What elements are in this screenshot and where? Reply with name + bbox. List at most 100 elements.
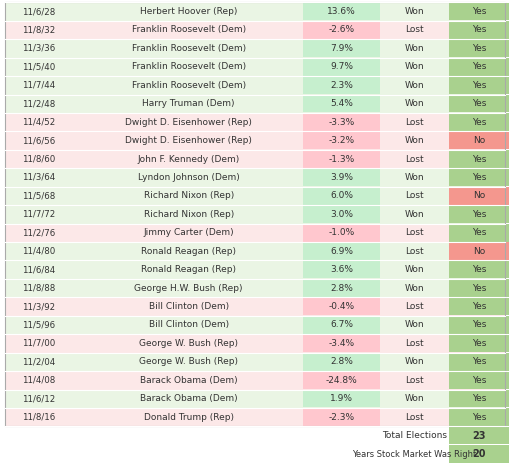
Text: 11/6/56: 11/6/56 bbox=[21, 136, 55, 145]
Text: 11/3/36: 11/3/36 bbox=[21, 44, 55, 53]
Text: -2.6%: -2.6% bbox=[328, 26, 354, 34]
FancyBboxPatch shape bbox=[448, 76, 509, 94]
Text: Lost: Lost bbox=[404, 302, 423, 311]
FancyBboxPatch shape bbox=[448, 408, 509, 426]
Text: 2.8%: 2.8% bbox=[330, 357, 352, 366]
FancyBboxPatch shape bbox=[5, 297, 504, 316]
FancyBboxPatch shape bbox=[303, 40, 379, 57]
Text: -24.8%: -24.8% bbox=[325, 376, 357, 385]
FancyBboxPatch shape bbox=[448, 40, 509, 57]
Text: Lost: Lost bbox=[404, 413, 423, 422]
Text: Bill Clinton (Dem): Bill Clinton (Dem) bbox=[148, 302, 229, 311]
Text: Yes: Yes bbox=[471, 284, 486, 293]
FancyBboxPatch shape bbox=[5, 205, 504, 224]
Text: Yes: Yes bbox=[471, 118, 486, 127]
FancyBboxPatch shape bbox=[5, 242, 504, 260]
Text: 6.7%: 6.7% bbox=[329, 321, 353, 329]
Text: Won: Won bbox=[404, 44, 423, 53]
Text: 13.6%: 13.6% bbox=[327, 7, 355, 16]
Text: George W. Bush (Rep): George W. Bush (Rep) bbox=[139, 339, 238, 348]
Text: -0.4%: -0.4% bbox=[328, 302, 354, 311]
Text: 11/6/28: 11/6/28 bbox=[21, 7, 55, 16]
FancyBboxPatch shape bbox=[448, 279, 509, 297]
Text: Barack Obama (Dem): Barack Obama (Dem) bbox=[139, 376, 237, 385]
Text: 1.9%: 1.9% bbox=[329, 394, 353, 403]
FancyBboxPatch shape bbox=[303, 390, 379, 407]
FancyBboxPatch shape bbox=[5, 371, 504, 390]
Text: Dwight D. Eisenhower (Rep): Dwight D. Eisenhower (Rep) bbox=[125, 118, 251, 127]
FancyBboxPatch shape bbox=[448, 335, 509, 352]
Text: George W. Bush (Rep): George W. Bush (Rep) bbox=[139, 357, 238, 366]
FancyBboxPatch shape bbox=[303, 76, 379, 94]
Text: Lost: Lost bbox=[404, 247, 423, 256]
FancyBboxPatch shape bbox=[303, 261, 379, 278]
Text: -3.4%: -3.4% bbox=[328, 339, 354, 348]
FancyBboxPatch shape bbox=[5, 408, 504, 426]
FancyBboxPatch shape bbox=[448, 169, 509, 186]
FancyBboxPatch shape bbox=[448, 353, 509, 370]
Text: 2.3%: 2.3% bbox=[330, 81, 352, 90]
Text: Richard Nixon (Rep): Richard Nixon (Rep) bbox=[144, 192, 233, 200]
Text: Won: Won bbox=[404, 284, 423, 293]
FancyBboxPatch shape bbox=[303, 224, 379, 241]
Text: Lost: Lost bbox=[404, 376, 423, 385]
Text: Won: Won bbox=[404, 173, 423, 182]
FancyBboxPatch shape bbox=[448, 261, 509, 278]
FancyBboxPatch shape bbox=[303, 279, 379, 297]
Text: 11/7/44: 11/7/44 bbox=[21, 81, 55, 90]
Text: Yes: Yes bbox=[471, 210, 486, 219]
FancyBboxPatch shape bbox=[448, 95, 509, 112]
Text: No: No bbox=[472, 247, 485, 256]
Text: Won: Won bbox=[404, 62, 423, 71]
Text: 11/5/96: 11/5/96 bbox=[22, 321, 54, 329]
Text: Lost: Lost bbox=[404, 155, 423, 164]
Text: Yes: Yes bbox=[471, 265, 486, 274]
Text: Total Elections: Total Elections bbox=[381, 431, 446, 440]
Text: Ronald Reagan (Rep): Ronald Reagan (Rep) bbox=[141, 265, 236, 274]
Text: 7.9%: 7.9% bbox=[329, 44, 353, 53]
FancyBboxPatch shape bbox=[303, 21, 379, 39]
Text: 5.4%: 5.4% bbox=[330, 99, 352, 108]
Text: 11/8/60: 11/8/60 bbox=[21, 155, 55, 164]
Text: Harry Truman (Dem): Harry Truman (Dem) bbox=[142, 99, 235, 108]
Text: Won: Won bbox=[404, 265, 423, 274]
Text: Bill Clinton (Dem): Bill Clinton (Dem) bbox=[148, 321, 229, 329]
Text: Franklin Roosevelt (Dem): Franklin Roosevelt (Dem) bbox=[131, 62, 245, 71]
Text: 11/8/88: 11/8/88 bbox=[21, 284, 55, 293]
FancyBboxPatch shape bbox=[303, 113, 379, 131]
FancyBboxPatch shape bbox=[448, 427, 509, 445]
FancyBboxPatch shape bbox=[5, 390, 504, 408]
FancyBboxPatch shape bbox=[448, 206, 509, 223]
Text: Yes: Yes bbox=[471, 357, 486, 366]
Text: 11/7/72: 11/7/72 bbox=[21, 210, 55, 219]
FancyBboxPatch shape bbox=[303, 316, 379, 334]
FancyBboxPatch shape bbox=[448, 3, 509, 21]
FancyBboxPatch shape bbox=[5, 279, 504, 297]
Text: Franklin Roosevelt (Dem): Franklin Roosevelt (Dem) bbox=[131, 81, 245, 90]
Text: Yes: Yes bbox=[471, 413, 486, 422]
FancyBboxPatch shape bbox=[5, 2, 504, 21]
FancyBboxPatch shape bbox=[448, 132, 509, 150]
Text: Won: Won bbox=[404, 321, 423, 329]
Text: Donald Trump (Rep): Donald Trump (Rep) bbox=[144, 413, 233, 422]
Text: Won: Won bbox=[404, 136, 423, 145]
Text: 3.0%: 3.0% bbox=[329, 210, 353, 219]
FancyBboxPatch shape bbox=[303, 298, 379, 315]
FancyBboxPatch shape bbox=[448, 21, 509, 39]
Text: 11/2/48: 11/2/48 bbox=[21, 99, 55, 108]
Text: Herbert Hoover (Rep): Herbert Hoover (Rep) bbox=[140, 7, 237, 16]
Text: Yes: Yes bbox=[471, 44, 486, 53]
FancyBboxPatch shape bbox=[448, 390, 509, 407]
Text: 20: 20 bbox=[472, 449, 485, 459]
FancyBboxPatch shape bbox=[5, 334, 504, 353]
Text: 2.8%: 2.8% bbox=[330, 284, 352, 293]
Text: Yes: Yes bbox=[471, 302, 486, 311]
Text: Yes: Yes bbox=[471, 394, 486, 403]
FancyBboxPatch shape bbox=[5, 113, 504, 131]
Text: Yes: Yes bbox=[471, 81, 486, 90]
FancyBboxPatch shape bbox=[448, 113, 509, 131]
Text: Lyndon Johnson (Dem): Lyndon Johnson (Dem) bbox=[137, 173, 239, 182]
Text: No: No bbox=[472, 192, 485, 200]
FancyBboxPatch shape bbox=[303, 3, 379, 21]
Text: Won: Won bbox=[404, 81, 423, 90]
